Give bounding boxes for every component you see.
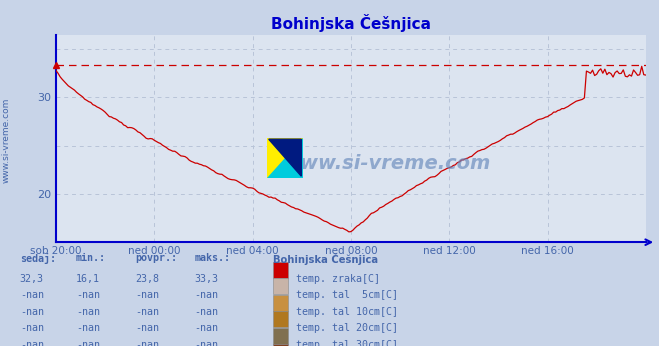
Bar <box>273 345 288 346</box>
Text: -nan: -nan <box>20 340 43 346</box>
Polygon shape <box>267 138 303 178</box>
Text: min.:: min.: <box>76 253 106 263</box>
Text: -nan: -nan <box>20 307 43 317</box>
Text: sedaj:: sedaj: <box>20 253 56 264</box>
Text: 16,1: 16,1 <box>76 274 100 284</box>
Bar <box>273 295 288 311</box>
Text: temp. tal 10cm[C]: temp. tal 10cm[C] <box>296 307 398 317</box>
Text: www.si-vreme.com: www.si-vreme.com <box>282 154 490 173</box>
Text: Bohinjska Češnjica: Bohinjska Češnjica <box>273 253 379 265</box>
Text: -nan: -nan <box>194 290 218 300</box>
Text: -nan: -nan <box>76 324 100 334</box>
Text: temp. tal  5cm[C]: temp. tal 5cm[C] <box>296 290 398 300</box>
Text: -nan: -nan <box>135 340 159 346</box>
Text: -nan: -nan <box>194 324 218 334</box>
Bar <box>273 262 288 278</box>
Text: -nan: -nan <box>135 324 159 334</box>
Text: temp. tal 30cm[C]: temp. tal 30cm[C] <box>296 340 398 346</box>
Polygon shape <box>269 139 301 176</box>
Text: -nan: -nan <box>135 307 159 317</box>
Text: -nan: -nan <box>76 307 100 317</box>
Text: -nan: -nan <box>20 290 43 300</box>
Bar <box>273 328 288 344</box>
Text: -nan: -nan <box>194 307 218 317</box>
Text: -nan: -nan <box>76 290 100 300</box>
Text: 33,3: 33,3 <box>194 274 218 284</box>
Text: -nan: -nan <box>135 290 159 300</box>
Bar <box>273 278 288 294</box>
Bar <box>273 311 288 327</box>
Text: temp. tal 20cm[C]: temp. tal 20cm[C] <box>296 324 398 334</box>
Title: Bohinjska Češnjica: Bohinjska Češnjica <box>271 14 431 32</box>
Text: 23,8: 23,8 <box>135 274 159 284</box>
Polygon shape <box>267 138 303 178</box>
Text: www.si-vreme.com: www.si-vreme.com <box>2 98 11 183</box>
Text: maks.:: maks.: <box>194 253 231 263</box>
Text: -nan: -nan <box>194 340 218 346</box>
Text: povpr.:: povpr.: <box>135 253 177 263</box>
Text: 32,3: 32,3 <box>20 274 43 284</box>
Text: -nan: -nan <box>76 340 100 346</box>
Text: temp. zraka[C]: temp. zraka[C] <box>296 274 380 284</box>
Text: -nan: -nan <box>20 324 43 334</box>
